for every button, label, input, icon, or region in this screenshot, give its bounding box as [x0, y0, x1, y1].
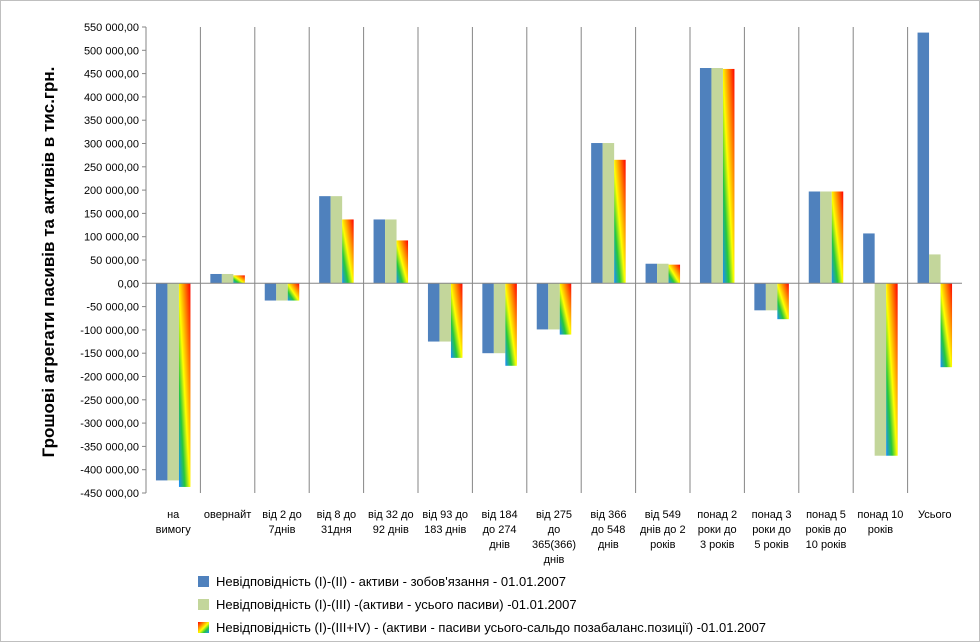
bar-series-3: [831, 191, 844, 284]
x-category-label: понад 2 роки до 3 років: [697, 509, 737, 551]
bar-series-1: [536, 283, 549, 330]
bar-series-2: [385, 219, 397, 284]
bar-series-3: [178, 283, 191, 487]
bar-series-3: [505, 283, 517, 366]
bar-series-2: [221, 273, 234, 284]
y-tick-label: -400 000,00: [80, 465, 139, 477]
y-tick-label: 250 000,00: [84, 162, 139, 174]
x-category-label: понад 10 років: [857, 509, 903, 536]
y-tick-label: 200 000,00: [84, 185, 139, 197]
y-tick-label: -350 000,00: [80, 441, 139, 453]
bar-series-3: [886, 283, 898, 456]
y-tick-label: -100 000,00: [80, 325, 139, 337]
bar-series-2: [439, 283, 451, 342]
bar-series-3: [396, 240, 409, 284]
bar-series-3: [777, 283, 789, 320]
bar-series-2: [765, 283, 778, 311]
bar-series-3: [450, 283, 463, 358]
bar-series-2: [711, 68, 723, 284]
bar-series-2: [929, 254, 941, 284]
bar-series-3: [614, 159, 626, 284]
x-category-label: понад 5 років до 10 років: [806, 509, 847, 551]
y-tick-label: -50 000,00: [86, 302, 139, 314]
bar-series-3: [668, 264, 681, 284]
x-category-label: на вимогу: [156, 509, 192, 536]
bar-series-1: [754, 283, 766, 311]
y-tick-label: 0,00: [118, 278, 139, 290]
y-tick-label: -250 000,00: [80, 395, 139, 407]
x-category-label: від 549 днів до 2 років: [640, 509, 686, 551]
bar-series-3: [287, 283, 300, 301]
bar-series-2: [493, 283, 506, 354]
bar-series-2: [657, 263, 669, 284]
y-tick-label: -300 000,00: [80, 418, 139, 430]
legend-swatch-rainbow: [198, 622, 209, 633]
bar-series-2: [820, 191, 832, 284]
bar-series-1: [863, 233, 875, 284]
y-tick-label: 450 000,00: [84, 69, 139, 81]
y-tick-label: 500 000,00: [84, 45, 139, 57]
legend-label: Невідповідність (І)-(ІІІ+ІV) - (активи -…: [216, 620, 767, 635]
bar-series-1: [155, 283, 168, 481]
bar-series-1: [210, 273, 222, 284]
y-tick-label: -200 000,00: [80, 372, 139, 384]
bar-series-1: [264, 283, 277, 301]
x-category-label: від 32 до 92 днів: [368, 509, 414, 536]
y-tick-label: 100 000,00: [84, 232, 139, 244]
x-category-label: від 2 до 7днів: [262, 509, 301, 536]
legend-label: Невідповідність (І)-(ІІІ) -(активи - усь…: [216, 597, 577, 612]
bar-series-1: [482, 283, 494, 354]
legend: Невідповідність (І)-(ІІ) - активи - зобо…: [198, 570, 898, 639]
bar-series-3: [233, 275, 245, 284]
bar-series-1: [808, 191, 821, 284]
x-category-label: від 184 до 274 днів: [482, 509, 518, 551]
x-category-label: понад 3 роки до 5 років: [752, 509, 792, 551]
bar-series-3: [559, 283, 572, 335]
y-axis-title: Грошові агрегати пасивів та активів в ти…: [39, 67, 58, 458]
legend-item-series-2: Невідповідність (І)-(ІІІ) -(активи - усь…: [198, 593, 898, 616]
y-tick-label: 150 000,00: [84, 208, 139, 220]
bar-series-2: [548, 283, 560, 330]
bar-series-1: [373, 219, 386, 284]
x-category-label: від 275 до 365(366) днів: [532, 509, 576, 566]
legend-swatch-blue: [198, 576, 209, 587]
bar-series-3: [940, 283, 953, 368]
y-tick-label: -150 000,00: [80, 348, 139, 360]
bar-series-2: [276, 283, 288, 301]
legend-item-series-1: Невідповідність (І)-(ІІ) - активи - зобо…: [198, 570, 898, 593]
bar-series-1: [591, 143, 603, 284]
bar-series-2: [874, 283, 887, 456]
y-tick-label: 350 000,00: [84, 115, 139, 127]
y-tick-label: 550 000,00: [84, 22, 139, 34]
x-category-label: від 366 до 548 днів: [590, 509, 626, 551]
bar-series-2: [330, 196, 343, 284]
y-tick-label: 300 000,00: [84, 139, 139, 151]
legend-swatch-green: [198, 599, 209, 610]
bar-series-2: [602, 143, 615, 284]
x-category-label: Усього: [918, 509, 952, 521]
y-tick-label: -450 000,00: [80, 488, 139, 500]
y-tick-label: 50 000,00: [90, 255, 139, 267]
plot-area: 550 000,00 500 000,00 450 000,00 400 000,00…: [80, 22, 962, 566]
y-tick-label: 400 000,00: [84, 92, 139, 104]
bar-series-1: [427, 283, 440, 342]
bar-series-2: [167, 283, 179, 481]
legend-label: Невідповідність (І)-(ІІ) - активи - зобо…: [216, 574, 566, 589]
x-category-label: від 93 до 183 днів: [422, 509, 468, 536]
bar-series-1: [319, 196, 331, 284]
bar-series-3: [342, 219, 354, 284]
legend-item-series-3: Невідповідність (І)-(ІІІ+ІV) - (активи -…: [198, 616, 898, 639]
bar-series-3: [722, 68, 735, 284]
bar-series-1: [917, 32, 930, 284]
bar-series-1: [699, 68, 712, 284]
bar-series-1: [645, 263, 658, 284]
x-category-label: овернайт: [204, 509, 251, 521]
x-category-label: від 8 до 31дня: [317, 509, 356, 536]
